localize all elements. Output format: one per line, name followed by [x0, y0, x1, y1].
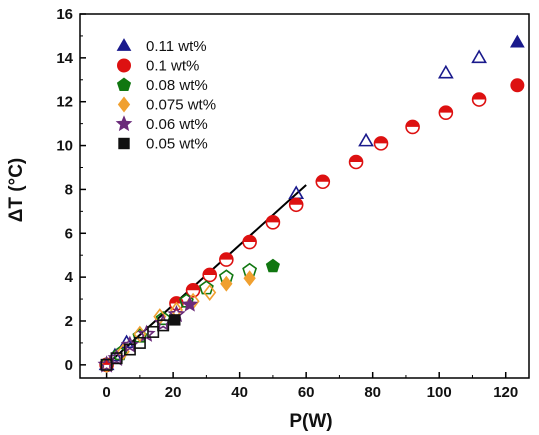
- y-tick-label: 10: [56, 138, 73, 155]
- y-tick-label: 4: [65, 269, 74, 286]
- legend-marker: [116, 77, 132, 92]
- y-tick-label: 12: [56, 94, 73, 111]
- data-point-half-fill: [289, 198, 303, 205]
- data-point-half-fill: [266, 215, 280, 223]
- data-point-half-fill: [406, 120, 420, 127]
- data-point-hollow: [133, 336, 146, 349]
- data-point-half-fill: [349, 155, 363, 163]
- legend-label: 0.1 wt%: [146, 58, 199, 75]
- legend-entry: 0.06 wt%: [115, 115, 208, 133]
- plot-frame: [79, 13, 530, 379]
- data-point-hollow: [157, 319, 170, 332]
- data-point: [509, 34, 525, 48]
- legend-entry: 0.08 wt%: [116, 77, 208, 94]
- data-point-hollow: [471, 49, 487, 64]
- data-point: [243, 270, 256, 287]
- legend-entry: 0.1 wt%: [117, 58, 199, 75]
- x-tick-label: 120: [493, 384, 518, 401]
- x-tick-label: 20: [165, 384, 182, 401]
- legend-label: 0.11 wt%: [146, 38, 207, 55]
- data-point-half-fill: [316, 175, 330, 182]
- data-point-hollow: [147, 325, 160, 338]
- data-point: [181, 295, 199, 312]
- data-point: [220, 275, 233, 292]
- x-axis-label: P(W): [289, 411, 332, 432]
- data-point-hollow: [137, 324, 156, 342]
- data-point: [265, 258, 280, 273]
- legend-entry: 0.075 wt%: [117, 96, 216, 114]
- data-point-hollow: [437, 64, 454, 79]
- legend-marker: [115, 115, 133, 132]
- data-point-hollow: [116, 343, 130, 361]
- legend-marker: [116, 38, 132, 51]
- y-tick-label: 0: [65, 357, 73, 374]
- x-tick-label: 100: [427, 384, 452, 401]
- data-point-hollow: [155, 310, 171, 326]
- legend-marker: [118, 137, 130, 150]
- data-point-half-fill: [439, 106, 453, 113]
- y-tick-label: 16: [56, 6, 73, 23]
- x-tick-label: 60: [298, 384, 315, 401]
- legend-label: 0.075 wt%: [146, 97, 216, 114]
- data-point-hollow: [100, 358, 113, 371]
- legend-marker: [117, 58, 131, 73]
- legend-label: 0.06 wt%: [146, 116, 208, 133]
- data-point-half-fill: [243, 235, 257, 243]
- y-tick-label: 6: [65, 225, 73, 242]
- legend-entry: 0.11 wt%: [116, 38, 207, 55]
- data-points: [97, 34, 525, 374]
- data-point: [169, 314, 181, 326]
- data-point-hollow: [110, 352, 123, 365]
- data-point-half-fill: [374, 136, 388, 144]
- y-tick-label: 8: [65, 181, 73, 198]
- data-point-half-fill: [203, 268, 217, 275]
- x-tick-label: 40: [231, 384, 248, 401]
- data-point-half-fill: [219, 253, 233, 260]
- legend-label: 0.08 wt%: [146, 77, 208, 94]
- legend: 0.11 wt% 0.1 wt% 0.08 wt% 0.075 wt% 0.06 wt%…: [115, 38, 216, 153]
- x-tick-label: 0: [102, 384, 110, 401]
- data-point-hollow: [203, 284, 217, 301]
- data-point-half-fill: [472, 93, 486, 100]
- data-point-hollow: [123, 343, 136, 356]
- legend-entry: 0.05 wt%: [118, 136, 208, 153]
- data-point-hollow: [198, 280, 214, 295]
- legend-marker: [117, 96, 131, 113]
- data-point: [510, 78, 525, 93]
- data-point-half-fill: [186, 283, 200, 291]
- legend-label: 0.05 wt%: [146, 136, 208, 153]
- data-point-hollow: [358, 132, 374, 147]
- x-tick-label: 80: [364, 384, 381, 401]
- y-tick-label: 2: [65, 313, 73, 330]
- y-axis-label: ΔT (°C): [6, 158, 27, 223]
- y-tick-label: 14: [56, 50, 73, 67]
- axes: 0 20 40 60 80 100 120 0 2 4 6 8 10 12 14 16: [56, 6, 530, 401]
